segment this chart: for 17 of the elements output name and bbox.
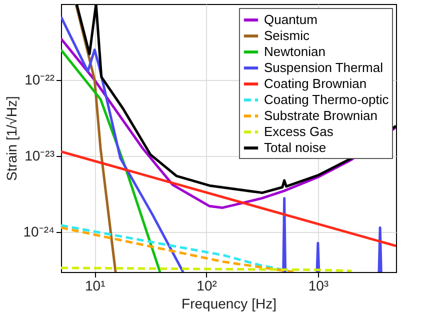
legend-label: Newtonian: [264, 44, 326, 59]
x-axis-title: Frequency [Hz]: [182, 296, 276, 312]
legend-label: Substrate Brownian: [264, 108, 378, 123]
legend-label: Suspension Thermal: [264, 60, 384, 75]
y-tick-label: 10⁻²³: [24, 148, 55, 164]
legend-label: Excess Gas: [264, 124, 334, 139]
legend-label: Total noise: [264, 140, 326, 155]
x-tick-label: 10²: [196, 278, 218, 294]
legend-label: Seismic: [264, 28, 310, 43]
legend-label: Quantum: [264, 12, 318, 27]
legend-label: Coating Brownian: [264, 76, 367, 91]
y-tick-label: 10⁻²⁴: [23, 224, 54, 240]
y-axis-title: Strain [1/√Hz]: [3, 96, 20, 181]
x-tick-label: 10³: [308, 278, 329, 294]
x-tick-label: 10¹: [85, 278, 106, 294]
y-tick-label: 10⁻²²: [24, 72, 55, 88]
legend-label: Coating Thermo-optic: [264, 92, 390, 107]
